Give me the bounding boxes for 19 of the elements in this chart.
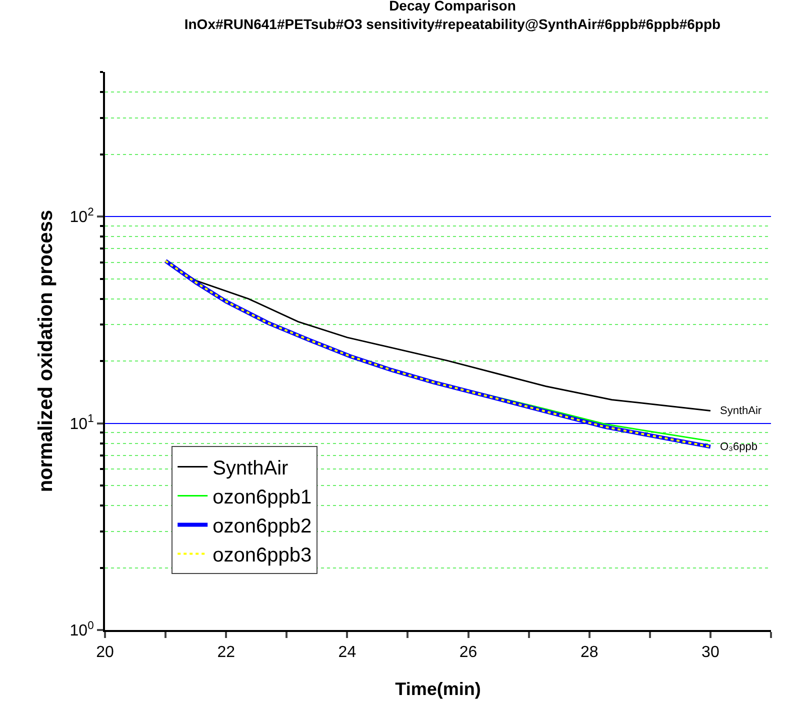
legend-label: ozon6ppb1 — [212, 486, 312, 508]
legend-label: ozon6ppb3 — [212, 544, 312, 566]
x-axis-title: Time(min) — [395, 679, 481, 699]
x-tick-label: 20 — [96, 644, 114, 662]
chart-subtitle: InOx#RUN641#PETsub#O3 sensitivity#repeatability@SynthAir#6ppb#6ppb#6ppb — [184, 16, 721, 32]
y-axis-title: normalized oxidation process — [34, 210, 57, 492]
x-tick-label: 30 — [702, 644, 720, 662]
annotation: SynthAir — [720, 405, 762, 417]
y-tick-label: 10$^{2}$ — [70, 206, 94, 226]
annotation: O₃6ppb — [720, 441, 758, 453]
chart-title: Decay Comparison — [389, 0, 516, 14]
y-tick-label: 10$^{1}$ — [70, 413, 94, 433]
x-tick-label: 22 — [217, 644, 236, 662]
y-tick-label: 10$^{0}$ — [70, 620, 94, 640]
legend-label: ozon6ppb2 — [212, 516, 312, 538]
x-tick-label: 24 — [338, 644, 356, 662]
legend-label: SynthAir — [212, 458, 289, 480]
x-tick-label: 26 — [459, 644, 478, 662]
x-tick-label: 28 — [580, 644, 598, 662]
